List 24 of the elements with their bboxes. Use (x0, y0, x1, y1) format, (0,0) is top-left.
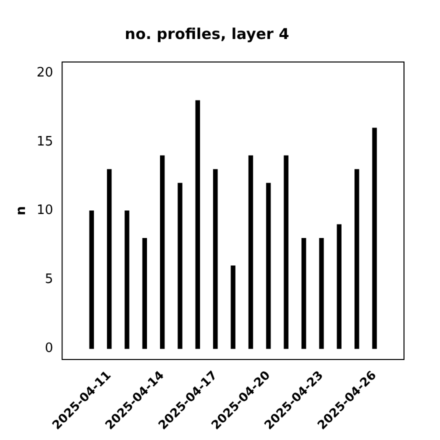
bar (142, 238, 147, 349)
y-tick-label: 5 (44, 272, 54, 288)
bar (301, 238, 306, 349)
bar (89, 210, 94, 349)
y-tick-label: 15 (36, 134, 54, 150)
bar (124, 210, 130, 349)
bar (160, 155, 165, 349)
bar (213, 169, 218, 349)
y-tick-label: 10 (36, 203, 54, 218)
bar (106, 169, 112, 349)
y-tick-label: 0 (44, 340, 54, 356)
bar (248, 155, 254, 349)
bar (354, 169, 360, 349)
bar (319, 238, 324, 349)
y-axis-title: n (14, 206, 30, 216)
bar (230, 266, 236, 349)
bar (372, 128, 377, 349)
bar (336, 224, 342, 349)
bar (195, 100, 200, 349)
bar (266, 182, 271, 349)
y-tick-label: 20 (36, 65, 54, 80)
chart-title: no. profiles, layer 4 (124, 24, 290, 43)
bar (178, 182, 182, 349)
bar (284, 155, 288, 349)
